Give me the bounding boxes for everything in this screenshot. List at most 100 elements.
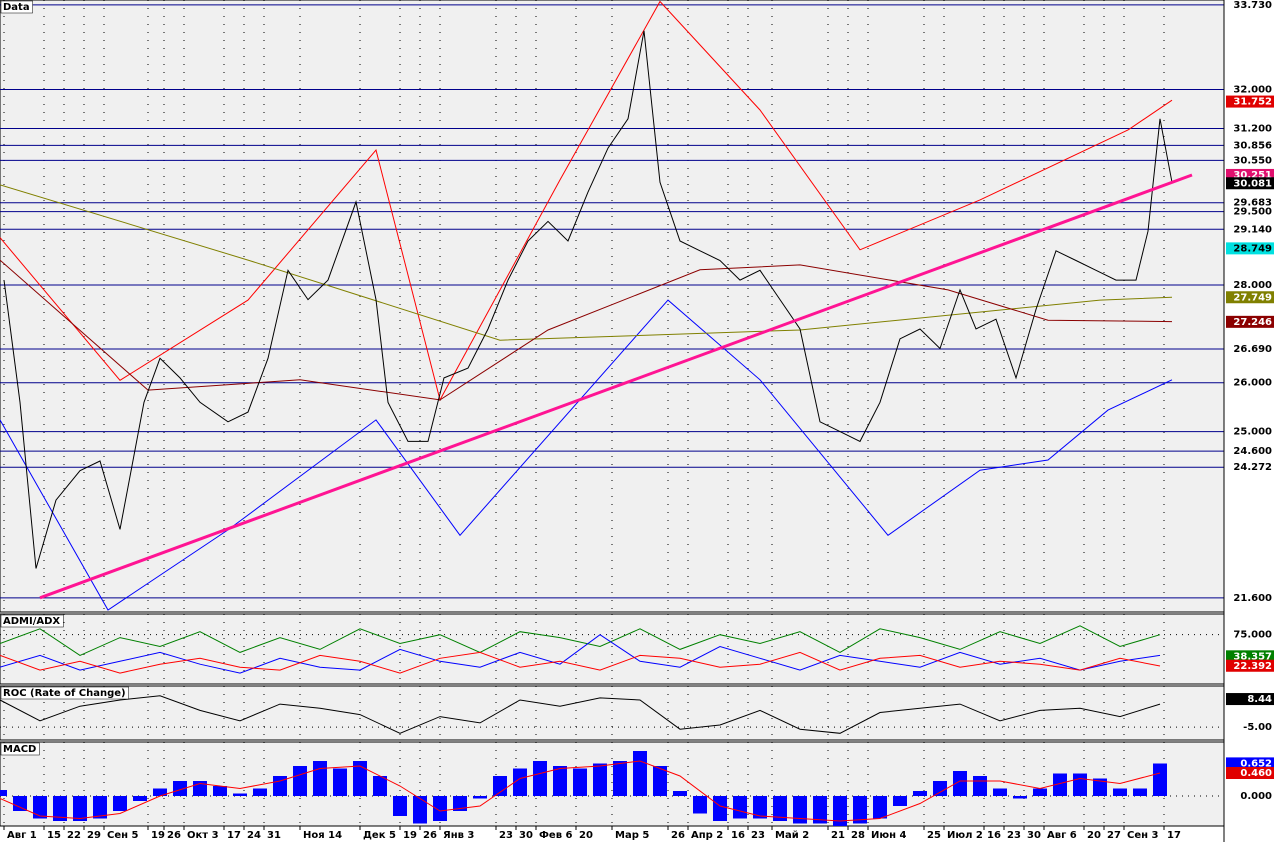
- histogram-bar: [633, 751, 647, 796]
- histogram-bar: [773, 796, 787, 821]
- series-line: [0, 259, 1173, 401]
- x-tick-label: Фев 6: [539, 830, 573, 841]
- histogram-bar: [993, 788, 1007, 796]
- x-tick-label: Окт 3: [187, 830, 219, 841]
- series-line: [0, 651, 1161, 674]
- x-tick-label: Сен 3: [1127, 830, 1159, 841]
- histogram-bar: [613, 761, 627, 796]
- y-tick-label: 26.000: [1233, 378, 1272, 389]
- histogram-bar: [1153, 763, 1167, 796]
- x-tick-label: Дек 5: [363, 830, 396, 841]
- y-tick-label: 26.690: [1233, 344, 1272, 355]
- histogram-bar: [133, 796, 147, 801]
- x-tick-label: 19: [403, 830, 417, 841]
- y-tick-label: 29.683: [1233, 198, 1272, 209]
- x-tick-label: Июл 2: [947, 830, 983, 841]
- x-tick-label: 16: [987, 830, 1001, 841]
- histogram-bar: [233, 793, 247, 796]
- x-tick-label: 28: [851, 830, 865, 841]
- series-line: [3, 30, 1173, 569]
- value-marker-label: 31.752: [1233, 97, 1272, 108]
- histogram-bar: [533, 761, 547, 796]
- series-line: [0, 760, 1161, 822]
- histogram-bar: [373, 776, 387, 796]
- value-marker: [1226, 659, 1274, 672]
- value-marker: [1226, 291, 1274, 304]
- histogram-bar: [853, 796, 867, 824]
- histogram-bar: [953, 771, 967, 796]
- x-tick-label: 24: [247, 830, 261, 841]
- histogram-bar: [1053, 773, 1067, 796]
- x-tick-label: 21: [831, 830, 845, 841]
- histogram-bar: [1113, 788, 1127, 796]
- x-tick-label: 17: [1167, 830, 1181, 841]
- histogram-bar: [753, 796, 767, 819]
- panel-title-box: [0, 614, 64, 628]
- y-tick-label: 30.856: [1233, 140, 1272, 151]
- histogram-bar: [713, 796, 727, 821]
- histogram-bar: [173, 781, 187, 796]
- histogram-bar: [473, 796, 487, 799]
- panel-title: ADMI/ADX: [3, 616, 60, 627]
- value-marker: [1226, 767, 1274, 779]
- value-marker: [1226, 650, 1274, 663]
- value-marker: [1226, 95, 1274, 108]
- histogram-bar: [493, 776, 507, 796]
- y-tick-label: 21.600: [1233, 593, 1272, 604]
- histogram-bar: [873, 796, 887, 819]
- value-marker-label: 0.460: [1240, 768, 1272, 779]
- value-marker-label: 30.081: [1233, 178, 1272, 189]
- x-tick-label: 23: [499, 830, 513, 841]
- histogram-bar: [353, 761, 367, 796]
- panel-title: ROC (Rate of Change): [3, 688, 126, 699]
- histogram-bar: [13, 796, 27, 811]
- x-tick-label: 22: [67, 830, 81, 841]
- x-tick-label: 17: [227, 830, 241, 841]
- histogram-bar: [33, 796, 47, 819]
- histogram-bar: [73, 796, 87, 821]
- y-tick-label: 33.730: [1233, 0, 1272, 11]
- y-tick-label: 0.000: [1240, 791, 1272, 802]
- histogram-bar: [153, 788, 167, 796]
- series-line: [39, 173, 1193, 600]
- histogram-bar: [93, 796, 107, 819]
- histogram-bar: [593, 763, 607, 796]
- panel-background: [0, 613, 1225, 685]
- series-line: [0, 625, 1161, 656]
- histogram-bar: [213, 786, 227, 796]
- panel-title-box: [0, 0, 33, 14]
- x-tick-label: Май 2: [775, 830, 809, 841]
- x-tick-label: Ноя 14: [303, 830, 342, 841]
- x-tick-label: 27: [1107, 830, 1121, 841]
- histogram-bar: [913, 791, 927, 796]
- x-tick-label: Мар 5: [615, 830, 649, 841]
- histogram-bar: [1013, 796, 1027, 799]
- value-marker-label: 27.246: [1233, 317, 1272, 328]
- x-tick-label: 30: [519, 830, 533, 841]
- x-tick-label: 26: [671, 830, 685, 841]
- histogram-bar: [573, 768, 587, 796]
- panel-title-box: [0, 742, 40, 756]
- y-tick-label: 29.140: [1233, 224, 1272, 235]
- series-line: [0, 0, 1173, 402]
- x-tick-label: 31: [267, 830, 281, 841]
- y-tick-label: 31.200: [1233, 124, 1272, 135]
- x-tick-label: Янв 3: [443, 830, 474, 841]
- histogram-bar: [413, 796, 427, 824]
- y-tick-label: 75.000: [1233, 630, 1272, 641]
- histogram-bar: [273, 776, 287, 796]
- y-tick-label: 28.000: [1233, 280, 1272, 291]
- histogram-bar: [1073, 773, 1087, 796]
- histogram-bar: [333, 768, 347, 796]
- histogram-bar: [813, 796, 827, 824]
- histogram-bar: [893, 796, 907, 806]
- histogram-bar: [693, 796, 707, 814]
- x-tick-label: 29: [87, 830, 101, 841]
- series-line: [0, 695, 1161, 734]
- y-tick-label: 24.272: [1233, 462, 1272, 473]
- x-tick-label: 15: [47, 830, 61, 841]
- panel-title: MACD: [3, 744, 36, 755]
- histogram-bar: [313, 761, 327, 796]
- value-marker: [1226, 177, 1274, 190]
